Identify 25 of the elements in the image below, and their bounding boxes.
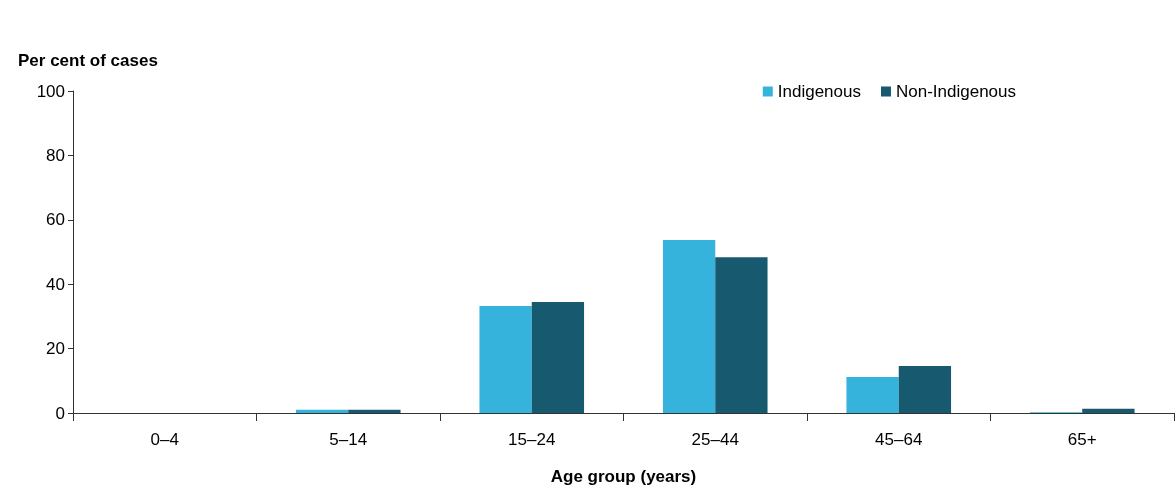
legend-label: Non-Indigenous [895, 82, 1016, 101]
bar [348, 409, 401, 413]
y-tick-label: 100 [36, 81, 65, 101]
bar [531, 301, 585, 413]
bar [1082, 408, 1135, 413]
bar [715, 257, 768, 413]
bar [662, 240, 716, 413]
x-tick-label: 5–14 [329, 430, 368, 449]
x-tick-label: 65+ [1067, 430, 1097, 449]
x-tick-label: 45–64 [875, 430, 923, 449]
y-tick-label: 20 [46, 339, 65, 359]
x-tick-label: 15–24 [508, 430, 556, 449]
y-tick-label: 40 [46, 274, 65, 294]
bar [479, 306, 532, 413]
y-tick-label: 0 [55, 403, 65, 423]
x-axis-title: Age group (years) [550, 467, 697, 486]
y-tick-label: 60 [46, 210, 65, 230]
x-tick-label: 25–44 [691, 430, 739, 449]
bar [898, 365, 952, 413]
y-tick-label: 80 [46, 145, 65, 165]
legend-label: Indigenous [777, 82, 861, 101]
bar [295, 409, 349, 413]
x-tick-label: 0–4 [150, 430, 179, 449]
bar [846, 376, 899, 413]
y-axis-title: Per cent of cases [18, 51, 158, 70]
